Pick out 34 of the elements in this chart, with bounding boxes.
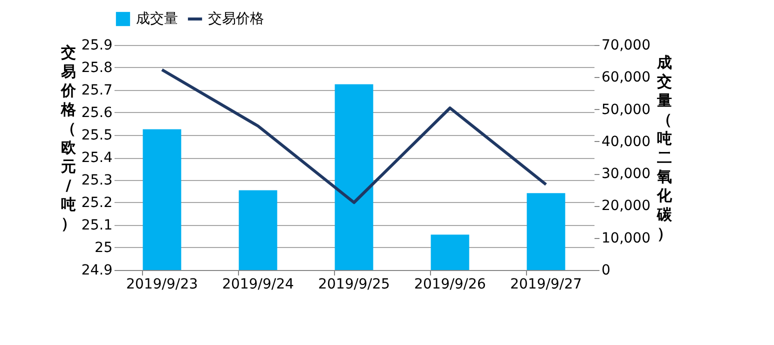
y2-tick-label: 0	[602, 262, 610, 278]
y2-tick-label: 30,000	[602, 166, 650, 182]
text: 交易价格（欧元/吨）	[61, 44, 76, 232]
x-tick-label: 2019/9/23	[126, 276, 198, 292]
y2-tick-label: 50,000	[602, 102, 650, 118]
legend-label: 交易价格	[208, 11, 264, 27]
y-tick-label: 25.6	[81, 105, 113, 121]
y-tick-label: 25.9	[81, 38, 112, 54]
y2-tick-label: 10,000	[602, 230, 650, 246]
y-tick-label: 24.9	[81, 262, 112, 278]
bar	[334, 84, 374, 270]
bar	[526, 193, 566, 270]
x-tick-label: 2019/9/24	[222, 276, 294, 292]
x-tick-label: 2019/9/25	[318, 276, 390, 292]
y-tick-label: 25	[94, 240, 112, 256]
y2-tick-label: 70,000	[602, 38, 650, 54]
y-tick-label: 25.4	[81, 150, 113, 166]
x-tick-label: 2019/9/27	[510, 276, 582, 292]
bar	[238, 190, 278, 270]
text: 成交量（吨二氧化碳）	[657, 54, 672, 242]
bar	[142, 129, 182, 270]
x-tick-label: 2019/9/26	[414, 276, 486, 292]
y-tick-label: 25.2	[81, 195, 112, 211]
y-tick-label: 25.8	[81, 60, 112, 76]
y-tick-label: 25.5	[81, 128, 112, 144]
y-tick-label: 25.7	[81, 82, 112, 98]
y-tick-label: 25.3	[81, 172, 112, 188]
y-tick-label: 25.1	[81, 218, 112, 234]
y2-tick-label: 60,000	[602, 70, 650, 86]
legend-label: 成交量	[136, 11, 178, 27]
y2-tick-label: 20,000	[602, 198, 650, 214]
bar	[430, 234, 470, 270]
y2-tick-label: 40,000	[602, 134, 650, 150]
line-series	[160, 68, 548, 204]
